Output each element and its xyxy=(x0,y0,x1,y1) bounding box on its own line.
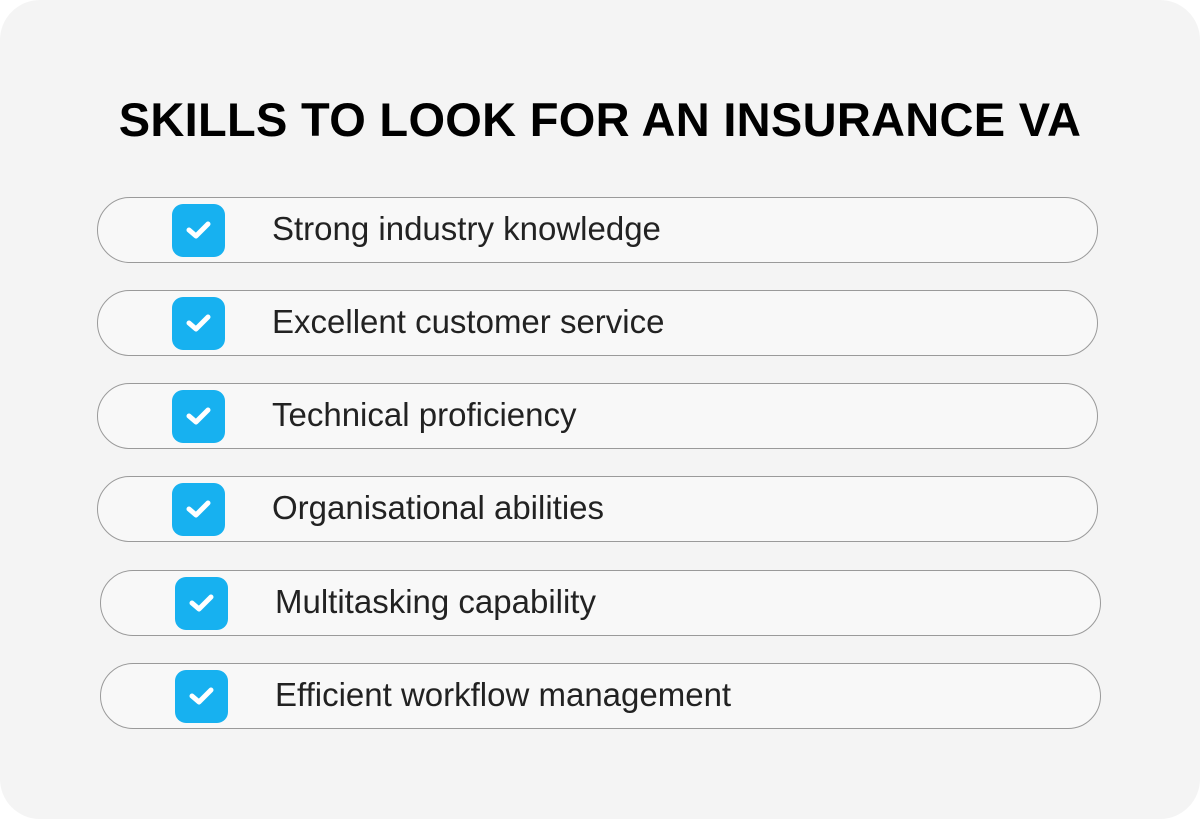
checkbox-checked-icon xyxy=(172,204,225,257)
checkbox-checked-icon xyxy=(175,577,228,630)
skill-item: Organisational abilities xyxy=(97,476,1098,542)
checkbox-checked-icon xyxy=(172,483,225,536)
skill-item: Excellent customer service xyxy=(97,290,1098,356)
checkbox-checked-icon xyxy=(172,297,225,350)
skill-label: Strong industry knowledge xyxy=(272,210,661,247)
checkbox-checked-icon xyxy=(175,670,228,723)
skill-item: Efficient workflow management xyxy=(100,663,1101,729)
skill-item: Multitasking capability xyxy=(100,570,1101,636)
checkbox-checked-icon xyxy=(172,390,225,443)
skill-label: Technical proficiency xyxy=(272,396,577,433)
skill-label: Efficient workflow management xyxy=(275,676,732,713)
skill-item: Technical proficiency xyxy=(97,383,1098,449)
skill-label: Multitasking capability xyxy=(275,583,596,620)
skill-label: Organisational abilities xyxy=(272,489,605,526)
page-title: SKILLS TO LOOK FOR AN INSURANCE VA xyxy=(118,93,1082,146)
skill-item: Strong industry knowledge xyxy=(97,197,1098,263)
skill-label: Excellent customer service xyxy=(272,303,665,340)
